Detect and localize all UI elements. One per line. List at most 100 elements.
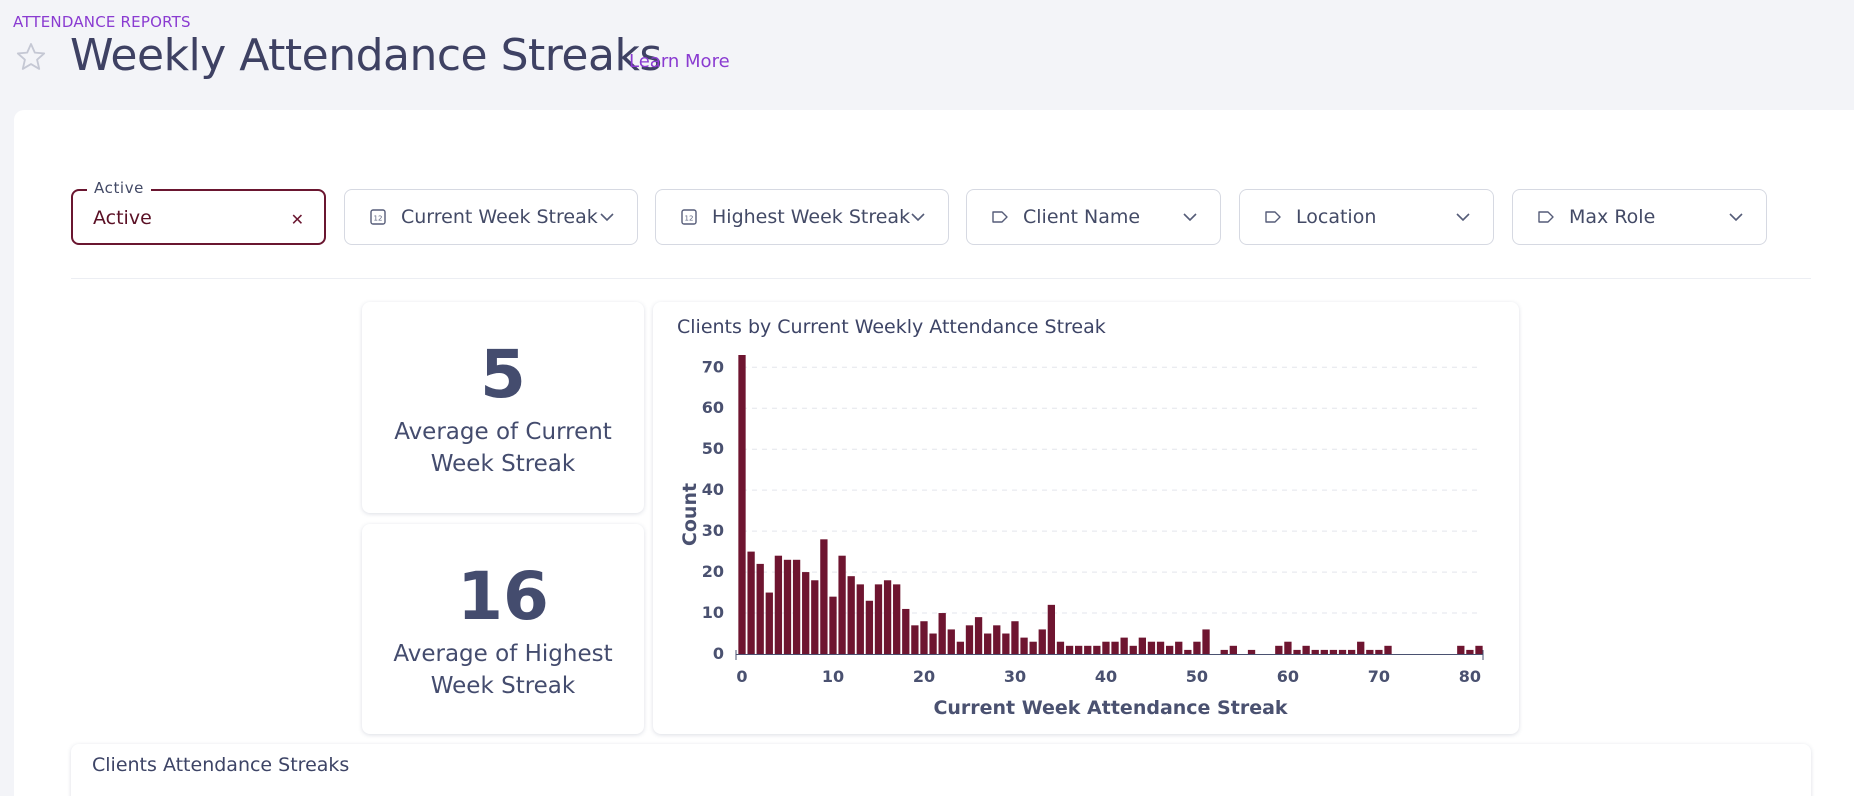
histogram-bar (1038, 629, 1046, 654)
x-tick-label: 20 (913, 667, 935, 686)
learn-more-link[interactable]: Learn More (629, 51, 730, 72)
histogram-bar (1193, 641, 1201, 654)
histogram-bar (1302, 645, 1310, 654)
histogram-bar (1120, 637, 1128, 654)
histogram-bar (929, 633, 937, 654)
y-axis-title: Count (679, 483, 701, 546)
tag-icon (1538, 211, 1554, 223)
histogram-bar (1111, 641, 1119, 654)
histogram-bar (1347, 649, 1356, 654)
histogram-bar (1247, 649, 1256, 654)
histogram-bar (783, 559, 792, 654)
histogram-bar (865, 600, 874, 654)
histogram-bar (1366, 649, 1374, 654)
histogram-bar (1357, 641, 1365, 654)
y-tick-label: 10 (702, 603, 724, 622)
histogram-bar (938, 613, 946, 654)
kpi-card-average-highest: 16 Average of Highest Week Streak (362, 524, 644, 734)
page-title: Weekly Attendance Streaks (70, 30, 662, 81)
histogram-bar (1147, 641, 1156, 654)
histogram-bar (774, 555, 783, 654)
histogram-bar (829, 596, 837, 654)
histogram-bar (811, 580, 819, 654)
x-tick-label: 60 (1277, 667, 1299, 686)
chart-title: Clients by Current Weekly Attendance Str… (677, 316, 1106, 338)
breadcrumb[interactable]: ATTENDANCE REPORTS (13, 13, 191, 31)
attendance-table-card: Clients Attendance Streaks (71, 744, 1811, 796)
histogram-bar (747, 551, 755, 654)
histogram-bar (993, 625, 1001, 654)
y-tick-label: 70 (702, 357, 724, 376)
histogram-bar (1129, 645, 1137, 654)
x-tick-label: 10 (822, 667, 844, 686)
max-role-filter[interactable]: Max Role (1512, 189, 1767, 245)
number-icon: 12 (681, 209, 697, 225)
histogram-bar (1002, 633, 1010, 654)
histogram-bar (856, 584, 864, 654)
histogram-bar (902, 608, 910, 654)
histogram-bar (1084, 645, 1092, 654)
x-tick-label: 80 (1459, 667, 1481, 686)
streak-histogram: 0 10 20 30 40 50 60 70 0 10 20 30 40 50 60 70 80 Current … (679, 355, 1484, 719)
svg-text:12: 12 (685, 215, 694, 223)
filter-divider (71, 278, 1811, 279)
kpi-caption-line2: Week Streak (430, 673, 576, 699)
y-tick-label: 40 (702, 480, 724, 499)
histogram-bar (1165, 645, 1174, 654)
histogram-bar (974, 617, 983, 654)
histogram-bar (838, 555, 846, 654)
favorite-star-icon[interactable] (14, 40, 48, 74)
histogram-bar (911, 625, 919, 654)
y-tick-label: 0 (713, 644, 724, 663)
tag-icon (1265, 211, 1281, 223)
streak-histogram-card: Clients by Current Weekly Attendance Str… (653, 302, 1519, 734)
histogram-bar (1011, 621, 1019, 654)
x-tick-label: 30 (1004, 667, 1026, 686)
kpi-value: 5 (480, 336, 526, 413)
x-tick-label: 40 (1095, 667, 1117, 686)
highest-week-streak-filter[interactable]: 12 Highest Week Streak (655, 189, 949, 245)
kpi-caption-line1: Average of Highest (393, 641, 613, 667)
kpi-card-average-current: 5 Average of Current Week Streak (362, 302, 644, 513)
histogram-bar (965, 625, 974, 654)
chevron-down-icon (1729, 213, 1743, 222)
kpi-caption-line1: Average of Current (394, 419, 612, 445)
histogram-bar (883, 580, 892, 654)
histogram-bar (756, 563, 764, 654)
current-week-streak-label: Current Week Streak (401, 206, 598, 228)
active-filter-value: Active (93, 207, 152, 229)
svg-text:12: 12 (374, 215, 383, 223)
histogram-bar (1156, 641, 1165, 654)
histogram-bar (1029, 641, 1037, 654)
active-filter[interactable]: Active Active ✕ (71, 179, 326, 245)
y-tick-label: 50 (702, 439, 724, 458)
histogram-bar (1311, 649, 1319, 654)
current-week-streak-filter[interactable]: 12 Current Week Streak (344, 189, 638, 245)
histogram-bar (984, 633, 992, 654)
histogram-bar (1457, 645, 1465, 654)
table-title: Clients Attendance Streaks (92, 754, 350, 776)
histogram-bar (1102, 641, 1110, 654)
clear-filter-icon[interactable]: ✕ (290, 210, 304, 229)
histogram-bar (1284, 641, 1292, 654)
y-tick-label: 20 (702, 562, 724, 581)
client-name-label: Client Name (1023, 206, 1141, 228)
y-tick-label: 60 (702, 398, 724, 417)
histogram-bar (1293, 649, 1301, 654)
histogram-bar (1047, 604, 1056, 654)
number-icon: 12 (370, 209, 386, 225)
client-name-filter[interactable]: Client Name (966, 189, 1221, 245)
histogram-bar (1065, 645, 1074, 654)
histogram-bar (792, 559, 801, 654)
x-tick-label: 0 (736, 667, 747, 686)
chevron-down-icon (1183, 213, 1197, 222)
histogram-bar (920, 621, 928, 654)
histogram-bar (956, 641, 965, 654)
kpi-caption-line2: Week Streak (430, 451, 576, 477)
histogram-bar (738, 355, 746, 654)
histogram-bar (1093, 645, 1101, 654)
histogram-bar (1175, 641, 1183, 654)
location-filter[interactable]: Location (1239, 189, 1494, 245)
histogram-bar (1202, 629, 1210, 654)
histogram-bar (1020, 637, 1028, 654)
